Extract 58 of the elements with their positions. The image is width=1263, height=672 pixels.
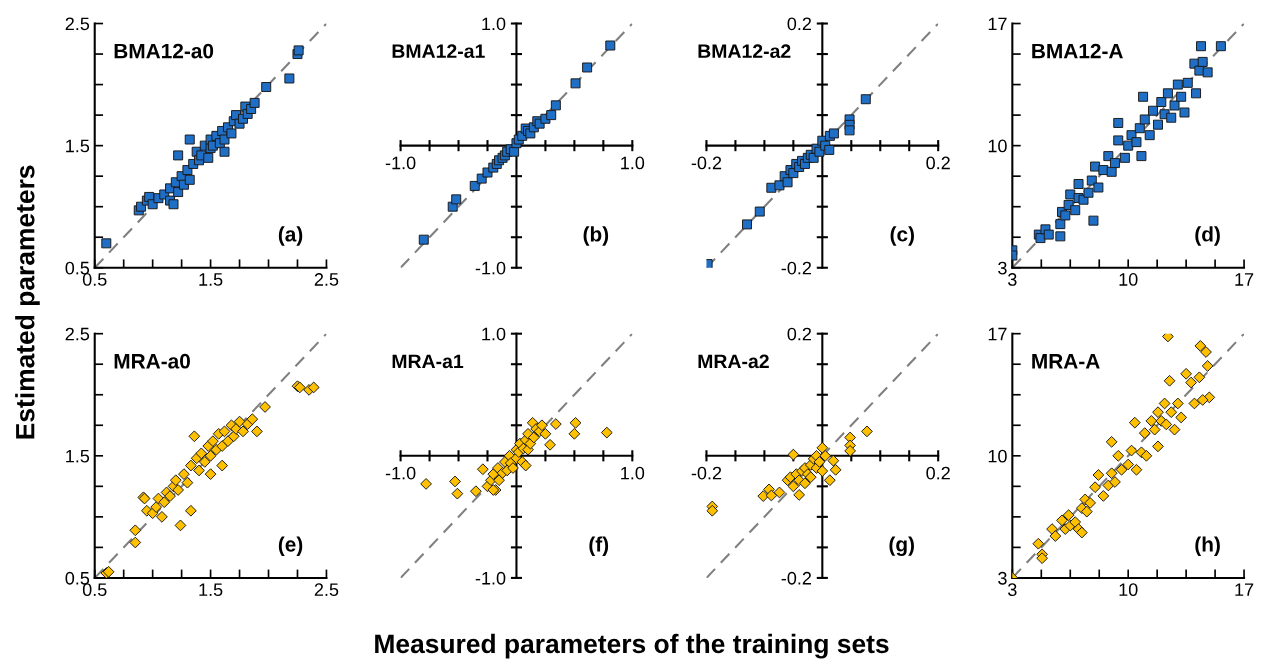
y-tick-label: -0.2 <box>781 571 811 585</box>
text: MRA-a2 <box>698 354 769 369</box>
x-tick-label: 10 <box>1119 583 1138 597</box>
y-tick-label: -1.0 <box>475 571 506 585</box>
y-tick-label: 3 <box>998 261 1007 275</box>
y-tick-label: -0.2 <box>781 261 811 275</box>
y-tick-label: -1.0 <box>475 261 506 275</box>
x-tick-label: 1.5 <box>199 273 223 286</box>
y-tick-label: 1.0 <box>482 327 506 341</box>
annotation: (a) <box>278 226 303 246</box>
x-tick-label: 1.5 <box>199 583 223 597</box>
y-tick-label: 1.5 <box>66 449 90 463</box>
x-tick-label: 1.0 <box>621 156 645 170</box>
x-tick-label: -1.0 <box>385 156 416 170</box>
x-tick-label: 0.2 <box>926 156 950 170</box>
annotation: (d) <box>1195 226 1220 246</box>
x-tick-label: 3 <box>1008 273 1017 286</box>
text: MRA-a0 <box>114 353 190 369</box>
y-tick-label: 0.5 <box>65 261 90 275</box>
annotation: (c) <box>890 226 914 246</box>
x-axis-title: Measured parameters of the training sets <box>375 633 889 659</box>
x-tick-label: 0.2 <box>926 466 950 480</box>
y-tick-label: 10 <box>988 139 1007 153</box>
y-tick-label: 0.2 <box>787 17 811 31</box>
text: BMA12-a0 <box>114 43 214 59</box>
x-tick-label: 17 <box>1235 273 1254 286</box>
x-tick-label: -0.2 <box>691 156 722 170</box>
y-tick-label: 2.5 <box>65 17 90 31</box>
x-tick-label: 3 <box>1008 583 1017 597</box>
text: BMA12-a1 <box>392 44 485 59</box>
y-tick-label: 0.5 <box>65 571 90 585</box>
x-tick-label: 0.5 <box>82 583 107 597</box>
text: MRA-a1 <box>392 354 464 369</box>
x-tick-label: 0.5 <box>82 273 107 286</box>
annotation: (g) <box>889 536 914 556</box>
y-tick-label: 3 <box>998 571 1007 585</box>
annotation: (h) <box>1195 536 1220 556</box>
x-tick-label: -0.2 <box>691 466 722 480</box>
y-tick-label: 17 <box>988 17 1007 31</box>
x-tick-label: -1.0 <box>385 466 416 480</box>
annotation: (b) <box>583 226 609 246</box>
annotation: (e) <box>278 536 303 556</box>
x-tick-label: 2.5 <box>314 583 339 597</box>
y-tick-label: 2.5 <box>65 327 90 341</box>
y-tick-label: 0.2 <box>787 327 811 341</box>
y-tick-label: 10 <box>988 449 1007 463</box>
y-tick-label: 17 <box>988 327 1007 341</box>
annotation: (f) <box>589 536 609 556</box>
x-tick-label: 1.0 <box>621 466 645 480</box>
text: BMA12-A <box>1032 43 1123 59</box>
x-tick-label: 17 <box>1235 583 1254 596</box>
y-axis-title: Estimated parameters <box>15 165 40 439</box>
y-tick-label: 1.0 <box>482 17 506 31</box>
text: BMA12-a2 <box>698 44 791 59</box>
y-tick-label: 1.5 <box>66 139 90 153</box>
text: MRA-A <box>1032 354 1100 369</box>
x-tick-label: 2.5 <box>314 273 339 286</box>
x-tick-label: 10 <box>1119 273 1138 286</box>
